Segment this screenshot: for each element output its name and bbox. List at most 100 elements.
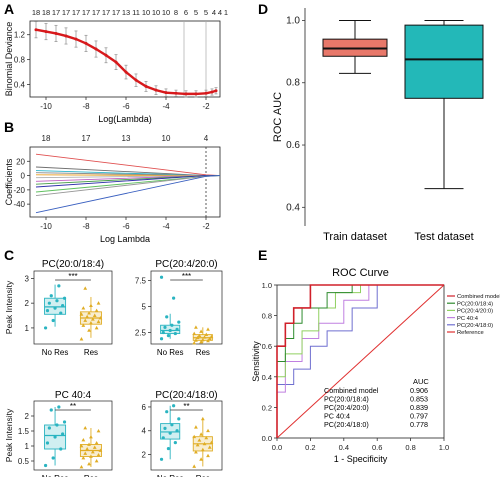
data-point [51, 318, 55, 323]
data-point [197, 438, 202, 442]
x-tick-label: -2 [202, 102, 210, 111]
top-axis-label: 17 [82, 134, 91, 143]
deviance-point [214, 89, 218, 93]
data-point [209, 334, 214, 339]
deviance-point [104, 53, 108, 57]
x-tick-label: -8 [82, 102, 90, 111]
data-point [92, 445, 97, 449]
deviance-point [144, 84, 148, 88]
category-label: No Res [157, 348, 184, 357]
data-point [170, 323, 174, 327]
plot-frame [150, 400, 223, 471]
y-tick-label: 20 [16, 157, 25, 166]
x-axis-label: Log(Lambda) [98, 114, 152, 124]
data-point [89, 435, 93, 439]
data-point [53, 306, 57, 310]
top-axis-label: 18 [32, 8, 40, 17]
x-tick-label: 0.4 [339, 443, 349, 452]
top-axis-label: 17 [112, 8, 120, 17]
data-point [57, 284, 61, 288]
y-tick-label: 1.0 [286, 15, 300, 26]
top-axis-label: 4 [218, 8, 222, 17]
data-point [163, 325, 167, 329]
y-axis-label: Peak Intensity [4, 280, 14, 334]
deviance-point [184, 92, 188, 96]
data-point [92, 313, 97, 317]
data-point [47, 301, 51, 305]
deviance-point [94, 47, 98, 51]
deviance-point [84, 41, 88, 45]
deviance-point [74, 37, 78, 41]
roc-line [276, 284, 445, 439]
x-tick-label: -2 [202, 222, 210, 231]
data-point [204, 435, 209, 440]
data-point [90, 317, 95, 321]
data-point [173, 331, 177, 336]
data-point [94, 459, 99, 463]
x-tick-label: 0.2 [305, 443, 315, 452]
data-point [43, 463, 48, 468]
top-axis-label: 11 [132, 8, 140, 17]
y-axis-label: Binomial Deviance [4, 22, 14, 97]
data-point [166, 446, 171, 451]
panel-a-lasso-deviance: 18 18 17 17 17 17 17 17 17 13 11 10 10 10 8 6 5 5 4 4 1-10 -8… [4, 8, 228, 124]
data-point [197, 333, 202, 338]
data-point [200, 337, 205, 342]
plot-frame [150, 270, 223, 345]
panel-letter-a: A [4, 1, 14, 17]
panel-c3-boxplot: PC 40:4** 0.5 1 1.5 2 No Res Res Peak Intensity [4, 390, 113, 477]
top-axis-label: 5 [204, 8, 208, 17]
data-point [49, 294, 53, 298]
deviance-point [134, 78, 138, 82]
y-axis-label: ROC AUC [272, 92, 284, 142]
data-point [45, 441, 50, 445]
auc-value: 0.839 [410, 403, 428, 412]
data-point [168, 328, 172, 333]
data-point [94, 441, 99, 445]
category-label: Res [196, 474, 210, 477]
data-point [199, 432, 204, 436]
deviance-point [54, 31, 58, 35]
data-point [206, 453, 210, 458]
x-tick-label: -10 [40, 222, 52, 231]
legend-label: PC 40:4 [457, 316, 479, 322]
significance-label: ** [70, 402, 76, 411]
plot-frame [29, 146, 221, 218]
x-tick-label: 0.0 [272, 443, 282, 452]
data-point [83, 318, 88, 322]
auc-header: AUC [413, 377, 429, 386]
panel-c1-boxplot: PC(20:0/18:4) *** 1 2 3 No Res Res Peak Intensi… [4, 259, 113, 357]
x-tick-label: 0.6 [372, 443, 382, 452]
deviance-point [194, 92, 198, 96]
y-tick-label: 1 [25, 442, 30, 451]
y-tick-label: 0 [21, 172, 26, 181]
roc-line [276, 284, 444, 438]
data-point [175, 327, 179, 331]
y-tick-label: 0.0 [262, 434, 272, 443]
data-point [83, 426, 88, 430]
auc-value: 0.797 [410, 412, 428, 421]
top-axis-label: 17 [52, 8, 60, 17]
panel-b-coefficient-paths: 18 17 13 10 4 -10 -8 -6 -4 -2 -40 -20 0 20 Log Lambda C… [4, 134, 221, 244]
top-axis-label: 10 [142, 8, 150, 17]
data-point [175, 429, 179, 433]
top-axis-label: 17 [92, 8, 100, 17]
legend-label: PC(20:4/20:0) [457, 309, 493, 315]
deviance-point [210, 90, 214, 94]
data-point [61, 304, 65, 308]
data-point [177, 417, 181, 421]
legend-label: PC(20:0/18:4) [457, 301, 493, 307]
data-point [168, 431, 172, 435]
panel-letter-e: E [258, 247, 267, 263]
data-point [87, 462, 91, 466]
y-tick-label: 0.8 [286, 78, 300, 89]
data-point [161, 436, 165, 440]
category-label: No Res [157, 474, 184, 477]
data-point [94, 325, 99, 330]
y-tick-label: -40 [13, 200, 25, 209]
category-label: No Res [42, 474, 69, 477]
y-tick-label: 2 [25, 299, 30, 308]
data-point [96, 429, 101, 433]
data-point [98, 316, 103, 320]
legend-label: Reference [457, 330, 484, 336]
